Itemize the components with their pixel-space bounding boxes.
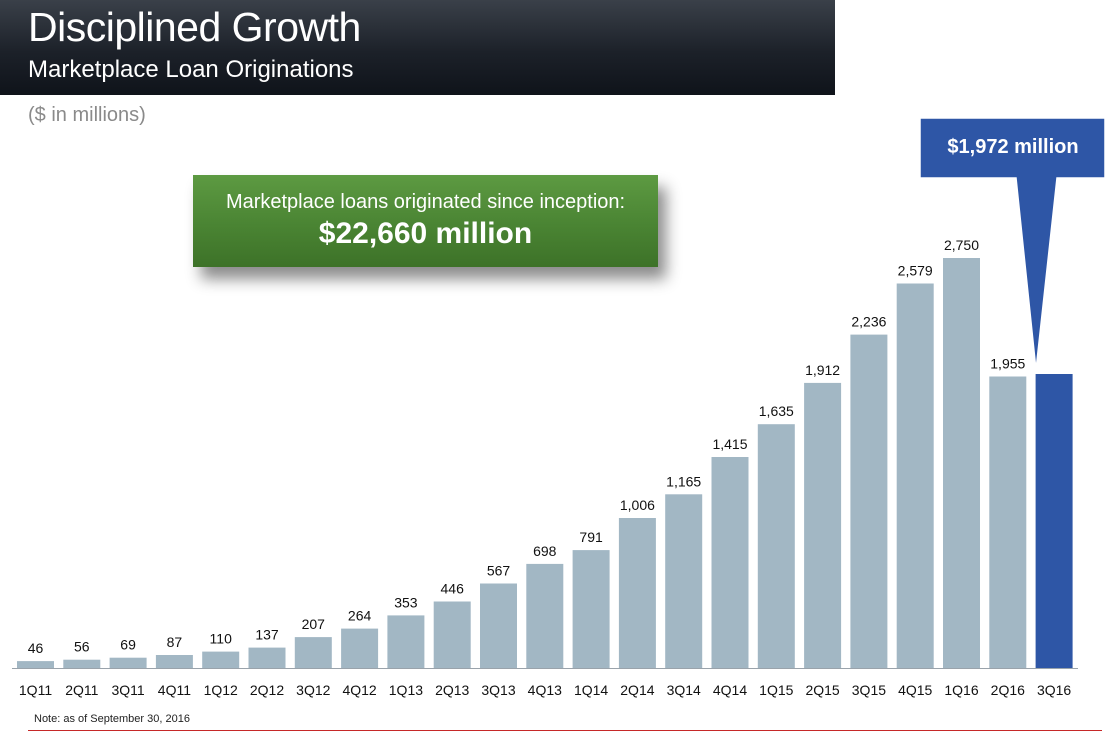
x-tick-1Q11: 1Q11 bbox=[19, 682, 52, 698]
bar-3Q13 bbox=[480, 583, 517, 668]
value-label-4Q13: 698 bbox=[533, 543, 557, 559]
value-label-1Q12: 110 bbox=[210, 631, 233, 647]
units-label: ($ in millions) bbox=[28, 104, 146, 126]
bar-2Q13 bbox=[433, 601, 471, 668]
value-label-2Q12: 137 bbox=[255, 627, 279, 643]
x-tick-4Q12: 4Q12 bbox=[342, 682, 376, 698]
bar-3Q16 bbox=[1035, 374, 1073, 668]
value-label-2Q15: 1,912 bbox=[805, 362, 840, 378]
value-label-2Q16: 1,955 bbox=[990, 356, 1025, 372]
bar-1Q14 bbox=[572, 550, 610, 668]
x-tick-1Q12: 1Q12 bbox=[204, 682, 238, 698]
value-label-3Q13: 567 bbox=[487, 563, 511, 579]
bar-3Q12 bbox=[294, 637, 332, 668]
x-tick-4Q15: 4Q15 bbox=[898, 682, 932, 698]
bar-1Q16 bbox=[943, 258, 980, 668]
value-label-1Q16: 2,750 bbox=[944, 237, 979, 253]
x-tick-1Q15: 1Q15 bbox=[759, 682, 793, 698]
x-tick-3Q16: 3Q16 bbox=[1037, 682, 1071, 698]
bar-4Q12 bbox=[341, 628, 379, 668]
bar-1Q12 bbox=[202, 651, 240, 668]
bar-2Q15 bbox=[804, 382, 842, 668]
x-tick-2Q16: 2Q16 bbox=[991, 682, 1025, 698]
x-tick-2Q11: 2Q11 bbox=[65, 682, 98, 698]
x-tick-4Q14: 4Q14 bbox=[713, 682, 747, 698]
x-tick-4Q11: 4Q11 bbox=[158, 682, 191, 698]
latest-callout-value: $1,972 million bbox=[947, 136, 1079, 158]
value-label-3Q12: 207 bbox=[302, 616, 326, 632]
bar-2Q16 bbox=[989, 376, 1027, 668]
x-tick-3Q13: 3Q13 bbox=[481, 682, 515, 698]
bar-4Q15 bbox=[896, 283, 934, 668]
x-tick-2Q12: 2Q12 bbox=[250, 682, 284, 698]
value-label-2Q13: 446 bbox=[441, 581, 465, 597]
bar-3Q15 bbox=[850, 334, 888, 668]
title-banner: Disciplined Growth Marketplace Loan Orig… bbox=[0, 0, 835, 95]
x-tick-3Q12: 3Q12 bbox=[296, 682, 330, 698]
bar-2Q12 bbox=[248, 647, 286, 668]
value-label-3Q15: 2,236 bbox=[851, 314, 886, 330]
value-label-4Q14: 1,415 bbox=[712, 436, 747, 452]
bar-1Q13 bbox=[387, 615, 425, 668]
value-label-2Q11: 56 bbox=[74, 639, 90, 655]
x-tick-3Q11: 3Q11 bbox=[111, 682, 144, 698]
bar-1Q15 bbox=[757, 424, 795, 668]
x-tick-2Q14: 2Q14 bbox=[620, 682, 654, 698]
value-label-4Q15: 2,579 bbox=[898, 263, 933, 279]
x-tick-3Q14: 3Q14 bbox=[667, 682, 701, 698]
footnote: Note: as of September 30, 2016 bbox=[34, 713, 190, 725]
value-label-4Q11: 87 bbox=[167, 634, 183, 650]
bar-2Q11 bbox=[63, 659, 101, 668]
bar-4Q11 bbox=[155, 655, 193, 668]
page-title: Disciplined Growth bbox=[28, 4, 361, 50]
x-tick-2Q15: 2Q15 bbox=[805, 682, 839, 698]
x-tick-1Q13: 1Q13 bbox=[389, 682, 423, 698]
footer-rule bbox=[28, 730, 1102, 731]
value-label-2Q14: 1,006 bbox=[620, 497, 655, 513]
bar-4Q13 bbox=[526, 563, 564, 668]
x-tick-1Q14: 1Q14 bbox=[574, 682, 608, 698]
bar-4Q14 bbox=[711, 457, 749, 668]
bar-3Q14 bbox=[665, 494, 703, 668]
inception-total-callout: Marketplace loans originated since incep… bbox=[193, 175, 658, 267]
inception-callout-value: $22,660 million bbox=[318, 217, 533, 250]
bar-2Q14 bbox=[618, 518, 656, 668]
value-label-1Q14: 791 bbox=[579, 529, 603, 545]
page-subtitle: Marketplace Loan Originations bbox=[28, 56, 354, 83]
value-label-4Q12: 264 bbox=[348, 608, 372, 624]
value-label-1Q13: 353 bbox=[394, 594, 418, 610]
value-label-1Q15: 1,635 bbox=[759, 403, 794, 419]
value-label-3Q11: 69 bbox=[120, 637, 136, 653]
latest-callout-shape bbox=[920, 118, 1106, 371]
x-tick-1Q16: 1Q16 bbox=[944, 682, 978, 698]
x-tick-4Q13: 4Q13 bbox=[528, 682, 562, 698]
value-label-3Q14: 1,165 bbox=[666, 473, 701, 489]
x-tick-3Q15: 3Q15 bbox=[852, 682, 886, 698]
bar-3Q11 bbox=[109, 657, 147, 668]
inception-callout-text: Marketplace loans originated since incep… bbox=[225, 191, 626, 213]
x-tick-2Q13: 2Q13 bbox=[435, 682, 469, 698]
bar-1Q11 bbox=[17, 661, 54, 668]
value-label-1Q11: 46 bbox=[28, 640, 44, 656]
latest-quarter-callout bbox=[920, 118, 1106, 371]
